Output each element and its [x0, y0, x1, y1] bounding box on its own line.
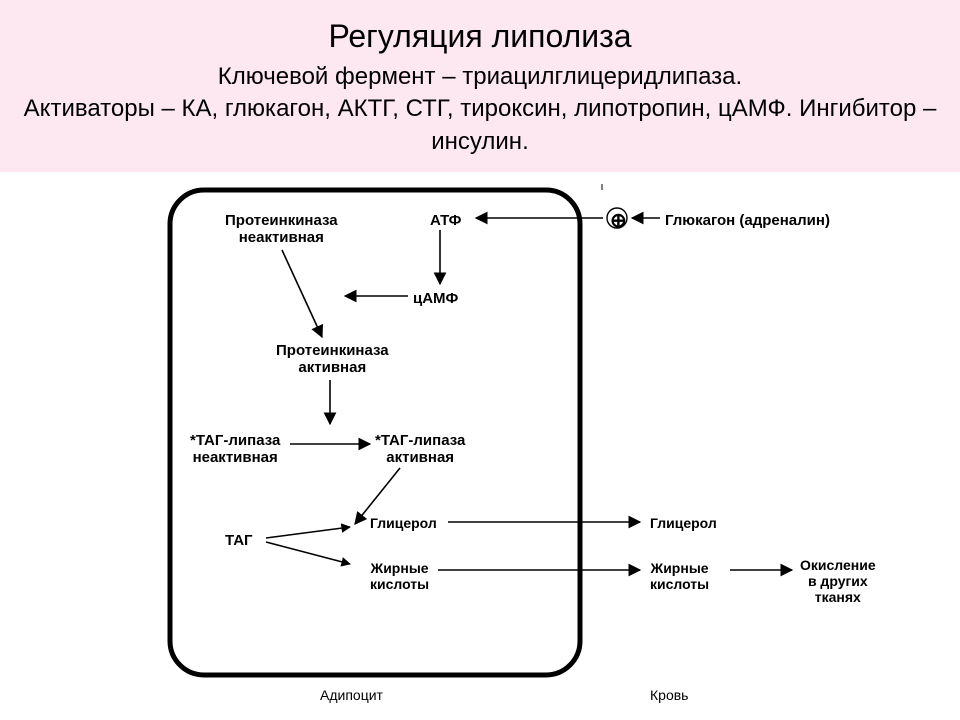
page-title: Регуляция липолиза	[10, 18, 950, 55]
node-pk_inactive: Протеинкиназа неактивная	[225, 212, 338, 247]
node-atp: АТФ	[430, 212, 461, 229]
node-cap_blood: Кровь	[650, 687, 688, 703]
node-camp: цАМФ	[413, 290, 458, 307]
node-fa_out: Жирные кислоты	[650, 560, 709, 592]
subtitle-line-1: Ключевой фермент – триацилглицеридлипаза…	[10, 61, 950, 93]
node-glycerol_out: Глицерол	[650, 515, 717, 531]
arrow	[266, 542, 350, 564]
arrow	[282, 250, 322, 337]
diagram-svg	[0, 172, 960, 712]
arrow	[266, 527, 350, 538]
node-plus: ⊕	[610, 210, 627, 233]
node-pk_active: Протеинкиназа активная	[276, 342, 389, 377]
header-block: Регуляция липолиза Ключевой фермент – тр…	[0, 0, 960, 172]
node-cap_adip: Адипоцит	[320, 687, 383, 703]
node-tag_act: *ТАГ-липаза активная	[375, 432, 465, 467]
subtitle-line-2: Активаторы – КА, глюкагон, АКТГ, СТГ, ти…	[10, 93, 950, 158]
node-tag: ТАГ	[225, 532, 253, 549]
node-fa_in: Жирные кислоты	[370, 560, 429, 592]
node-oxid: Окисление в других тканях	[800, 557, 876, 605]
node-glucagon: Глюкагон (адреналин)	[665, 212, 830, 229]
node-tag_inact: *ТАГ-липаза неактивная	[190, 432, 280, 467]
diagram-stage: Протеинкиназа неактивная АТФ ⊕ Глюкагон (ад…	[0, 172, 960, 712]
node-glycerol_in: Глицерол	[370, 515, 437, 531]
